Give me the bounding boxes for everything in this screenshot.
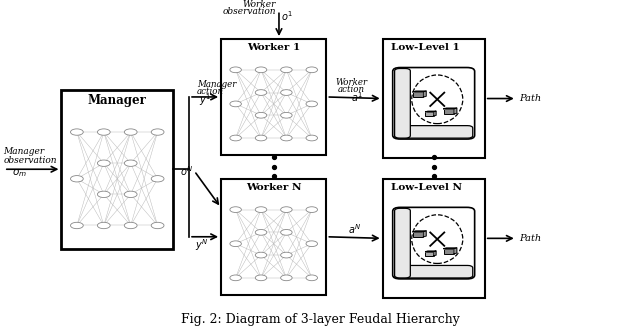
Text: Worker: Worker — [335, 78, 367, 87]
Circle shape — [124, 191, 137, 198]
FancyBboxPatch shape — [395, 68, 410, 138]
Circle shape — [306, 275, 317, 281]
Circle shape — [230, 67, 241, 73]
Polygon shape — [454, 248, 457, 254]
Circle shape — [280, 275, 292, 281]
Text: $o^N$: $o^N$ — [179, 164, 193, 178]
Text: Fig. 2: Diagram of 3-layer Feudal Hierarchy: Fig. 2: Diagram of 3-layer Feudal Hierar… — [180, 313, 460, 326]
Circle shape — [280, 135, 292, 141]
Circle shape — [230, 101, 241, 107]
Circle shape — [97, 191, 110, 198]
Circle shape — [280, 207, 292, 212]
Circle shape — [124, 160, 137, 166]
Circle shape — [255, 275, 267, 281]
Text: Worker N: Worker N — [246, 183, 301, 192]
Circle shape — [255, 90, 267, 95]
Circle shape — [280, 90, 292, 95]
Text: $a^N$: $a^N$ — [348, 222, 361, 236]
Circle shape — [255, 229, 267, 235]
Polygon shape — [413, 231, 426, 232]
Circle shape — [306, 241, 317, 247]
Circle shape — [124, 129, 137, 135]
Polygon shape — [434, 111, 436, 116]
Circle shape — [151, 222, 164, 229]
Circle shape — [255, 207, 267, 212]
Text: action: action — [338, 85, 365, 94]
FancyBboxPatch shape — [393, 208, 475, 279]
Polygon shape — [426, 251, 436, 252]
Bar — [426, 252, 434, 256]
Circle shape — [280, 67, 292, 73]
Text: observation: observation — [222, 7, 276, 16]
Circle shape — [230, 241, 241, 247]
Circle shape — [255, 113, 267, 118]
Circle shape — [230, 275, 241, 281]
Text: Path: Path — [519, 94, 541, 103]
Circle shape — [70, 176, 83, 182]
Circle shape — [280, 113, 292, 118]
Circle shape — [151, 176, 164, 182]
Polygon shape — [423, 231, 426, 237]
Polygon shape — [434, 251, 436, 256]
Circle shape — [124, 222, 137, 229]
Bar — [383, 179, 484, 298]
Text: Path: Path — [519, 234, 541, 243]
Text: observation: observation — [3, 156, 57, 165]
Bar — [383, 39, 484, 158]
Bar — [221, 179, 326, 295]
Circle shape — [70, 222, 83, 229]
Polygon shape — [426, 111, 436, 112]
Circle shape — [255, 135, 267, 141]
Text: Worker 1: Worker 1 — [247, 43, 300, 52]
Text: Worker: Worker — [243, 0, 276, 9]
Circle shape — [306, 135, 317, 141]
Bar — [444, 109, 454, 114]
Circle shape — [70, 129, 83, 135]
Circle shape — [306, 207, 317, 212]
Text: Manager: Manager — [3, 147, 44, 156]
Circle shape — [255, 67, 267, 73]
Circle shape — [306, 101, 317, 107]
Polygon shape — [454, 108, 457, 114]
Bar — [444, 249, 454, 254]
Text: $o_m$: $o_m$ — [12, 167, 27, 179]
Bar — [61, 90, 173, 249]
Text: $o^1$: $o^1$ — [281, 9, 293, 23]
Circle shape — [97, 222, 110, 229]
Circle shape — [280, 229, 292, 235]
Text: $a^1$: $a^1$ — [351, 90, 363, 104]
Text: Low-Level 1: Low-Level 1 — [391, 43, 460, 52]
Circle shape — [306, 67, 317, 73]
Text: action: action — [196, 87, 224, 96]
Circle shape — [97, 129, 110, 135]
Circle shape — [280, 252, 292, 258]
Polygon shape — [413, 91, 426, 92]
Bar — [426, 112, 434, 116]
FancyBboxPatch shape — [393, 67, 475, 139]
Text: Low-Level N: Low-Level N — [391, 183, 461, 192]
Circle shape — [230, 207, 241, 212]
Polygon shape — [444, 248, 457, 249]
FancyBboxPatch shape — [395, 266, 473, 278]
Bar — [221, 39, 326, 155]
Text: Manager: Manager — [88, 94, 147, 107]
Text: Manager: Manager — [196, 80, 236, 89]
Polygon shape — [444, 108, 457, 109]
Circle shape — [151, 129, 164, 135]
FancyBboxPatch shape — [395, 208, 410, 278]
Bar — [413, 232, 423, 237]
Circle shape — [230, 135, 241, 141]
FancyBboxPatch shape — [395, 125, 473, 138]
Text: $y^N$: $y^N$ — [195, 237, 209, 253]
Circle shape — [97, 160, 110, 166]
Text: $y^1$: $y^1$ — [198, 92, 211, 108]
Bar — [413, 92, 423, 97]
Circle shape — [255, 252, 267, 258]
Polygon shape — [423, 91, 426, 97]
